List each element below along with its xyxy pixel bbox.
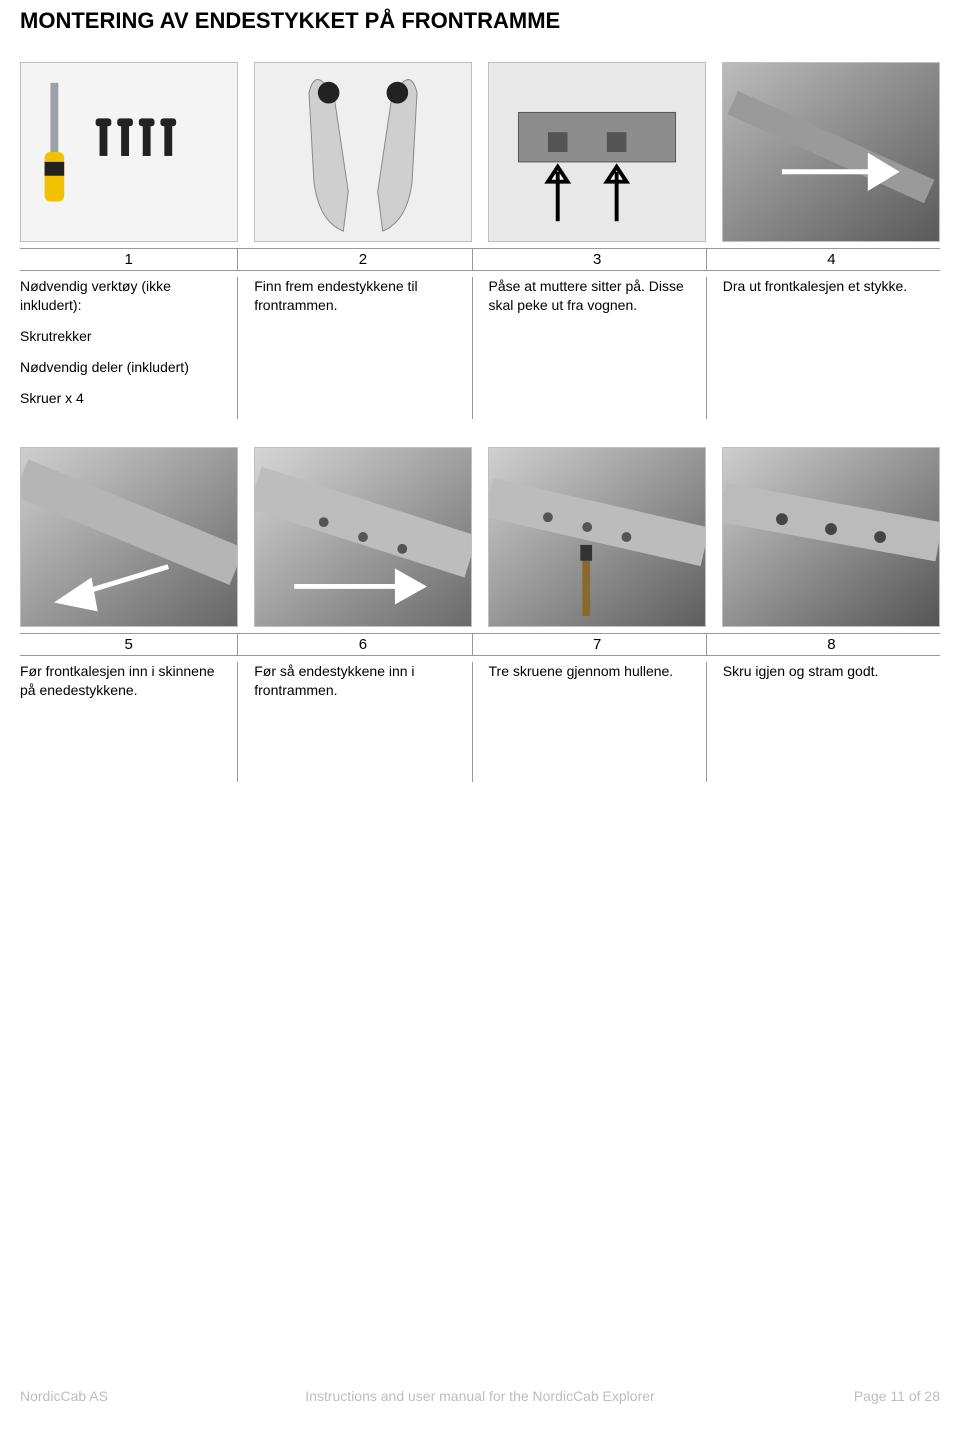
section-1: 1 2 3 4 Nødvendig verktøy (ikke inkluder… [20, 62, 940, 419]
step-text-8: Skru igjen og stram godt. [723, 662, 940, 782]
step-image-1 [20, 62, 238, 242]
step-text-2: Finn frem endestykkene til frontrammen. [254, 277, 472, 419]
footer-center: Instructions and user manual for the Nor… [220, 1388, 740, 1404]
step-text-5: Før frontkalesjen inn i skinnene på ened… [20, 662, 238, 782]
step-number: 8 [723, 634, 940, 655]
step-text-line: Skrutrekker [20, 327, 231, 346]
step-number: 6 [254, 634, 472, 655]
step-text-line: Dra ut frontkalesjen et stykke. [723, 277, 934, 296]
step-image-4 [722, 62, 940, 242]
step-text-7: Tre skruene gjennom hullene. [489, 662, 707, 782]
step-number: 2 [254, 249, 472, 270]
step-text-line: Før så endestykkene inn i frontrammen. [254, 662, 465, 700]
step-image-7 [488, 447, 706, 627]
step-text-6: Før så endestykkene inn i frontrammen. [254, 662, 472, 782]
step-text-line: Tre skruene gjennom hullene. [489, 662, 700, 681]
step-text-line: Finn frem endestykkene til frontrammen. [254, 277, 465, 315]
step-text-1: Nødvendig verktøy (ikke inkludert): Skru… [20, 277, 238, 419]
step-image-2 [254, 62, 472, 242]
step-image-5 [20, 447, 238, 627]
step-image-6 [254, 447, 472, 627]
step-text-4: Dra ut frontkalesjen et stykke. [723, 277, 940, 419]
section-2: 5 6 7 8 Før frontkalesjen inn i skinnene… [20, 447, 940, 782]
step-text-line: Før frontkalesjen inn i skinnene på ened… [20, 662, 231, 700]
step-text-line: Skruer x 4 [20, 389, 231, 408]
step-text-line: Nødvendig verktøy (ikke inkludert): [20, 277, 231, 315]
step-image-8 [722, 447, 940, 627]
step-image-3 [488, 62, 706, 242]
number-row-2: 5 6 7 8 [20, 633, 940, 656]
page-title: MONTERING AV ENDESTYKKET PÅ FRONTRAMME [20, 8, 940, 34]
page-footer: NordicCab AS Instructions and user manua… [20, 1388, 940, 1404]
step-number: 5 [20, 634, 238, 655]
step-number: 4 [723, 249, 940, 270]
text-row-2: Før frontkalesjen inn i skinnene på ened… [20, 662, 940, 782]
step-text-line: Nødvendig deler (inkludert) [20, 358, 231, 377]
image-row-1 [20, 62, 940, 242]
step-number: 1 [20, 249, 238, 270]
number-row-1: 1 2 3 4 [20, 248, 940, 271]
footer-right: Page 11 of 28 [740, 1388, 940, 1404]
step-text-line: Skru igjen og stram godt. [723, 662, 934, 681]
step-number: 3 [489, 249, 707, 270]
text-row-1: Nødvendig verktøy (ikke inkludert): Skru… [20, 277, 940, 419]
step-text-line: Påse at muttere sitter på. Disse skal pe… [489, 277, 700, 315]
step-number: 7 [489, 634, 707, 655]
image-row-2 [20, 447, 940, 627]
step-text-3: Påse at muttere sitter på. Disse skal pe… [489, 277, 707, 419]
footer-left: NordicCab AS [20, 1388, 220, 1404]
